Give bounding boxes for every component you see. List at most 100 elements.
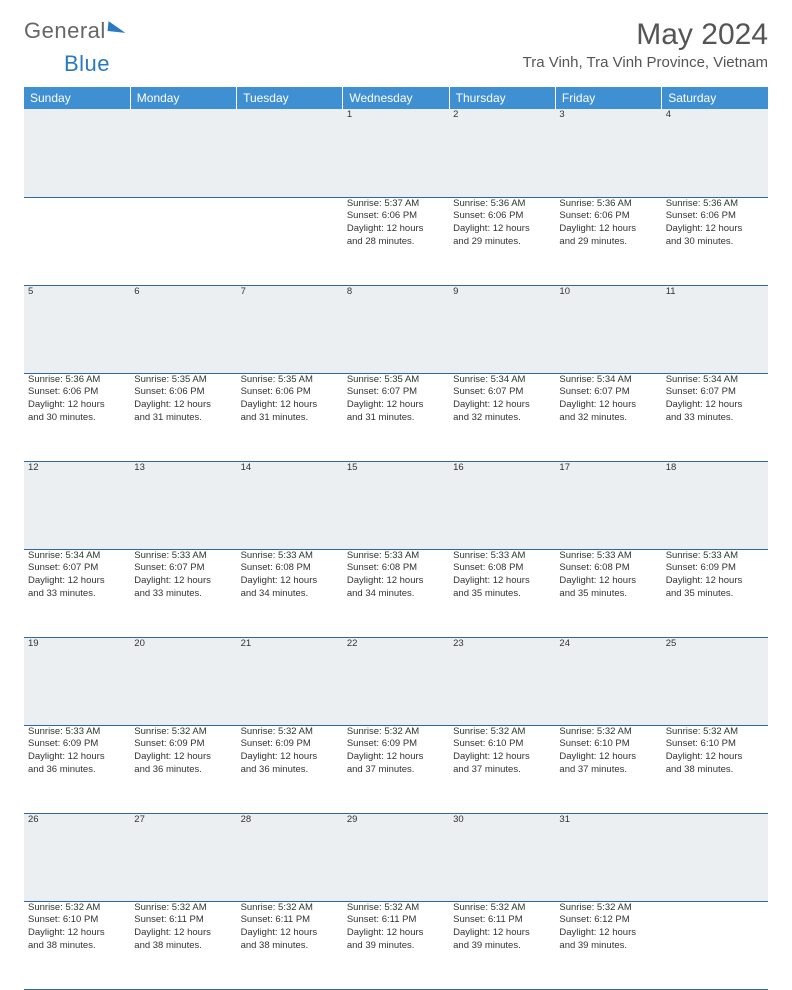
day-content-cell: Sunrise: 5:32 AMSunset: 6:11 PMDaylight:… — [449, 901, 555, 989]
day-info-line: Daylight: 12 hours — [666, 223, 764, 236]
day-number-cell — [130, 109, 236, 197]
logo-text-blue: Blue — [64, 51, 110, 77]
weekday-header: Monday — [130, 87, 236, 109]
day-info-line: and 36 minutes. — [241, 764, 339, 777]
day-info-line: Daylight: 12 hours — [134, 751, 232, 764]
day-info-line: Daylight: 12 hours — [28, 927, 126, 940]
day-info-line: Daylight: 12 hours — [559, 927, 657, 940]
day-info-line: Sunrise: 5:34 AM — [666, 374, 764, 387]
day-info-line: Daylight: 12 hours — [134, 399, 232, 412]
day-info-line: Sunset: 6:07 PM — [559, 386, 657, 399]
day-info-line: Sunrise: 5:35 AM — [241, 374, 339, 387]
day-number-cell: 7 — [237, 285, 343, 373]
day-info-line: Sunset: 6:11 PM — [347, 914, 445, 927]
day-info-line: and 39 minutes. — [347, 940, 445, 953]
day-info-line: Sunset: 6:10 PM — [453, 738, 551, 751]
day-info-line: Sunset: 6:11 PM — [453, 914, 551, 927]
logo: General — [24, 18, 126, 44]
weekday-row: SundayMondayTuesdayWednesdayThursdayFrid… — [24, 87, 768, 109]
day-number-row: 19202122232425 — [24, 637, 768, 725]
day-number-row: 262728293031 — [24, 813, 768, 901]
day-info-line: and 37 minutes. — [453, 764, 551, 777]
day-content-cell: Sunrise: 5:36 AMSunset: 6:06 PMDaylight:… — [662, 197, 768, 285]
day-info-line: Sunset: 6:08 PM — [559, 562, 657, 575]
day-content-cell: Sunrise: 5:32 AMSunset: 6:10 PMDaylight:… — [662, 725, 768, 813]
day-number-cell — [237, 109, 343, 197]
day-number-cell: 5 — [24, 285, 130, 373]
day-info-line: Sunrise: 5:36 AM — [559, 198, 657, 211]
day-info-line: and 31 minutes. — [241, 412, 339, 425]
day-info-line: Sunset: 6:08 PM — [453, 562, 551, 575]
day-info-line: Sunset: 6:09 PM — [241, 738, 339, 751]
weekday-header: Wednesday — [343, 87, 449, 109]
day-info-line: and 35 minutes. — [666, 588, 764, 601]
day-info-line: Sunset: 6:06 PM — [559, 210, 657, 223]
day-content-cell: Sunrise: 5:32 AMSunset: 6:10 PMDaylight:… — [449, 725, 555, 813]
day-content-cell: Sunrise: 5:32 AMSunset: 6:09 PMDaylight:… — [343, 725, 449, 813]
day-number-cell: 11 — [662, 285, 768, 373]
day-info-line: and 33 minutes. — [28, 588, 126, 601]
day-info-line: Daylight: 12 hours — [453, 223, 551, 236]
day-info-line: Sunrise: 5:32 AM — [134, 902, 232, 915]
day-info-line: Daylight: 12 hours — [347, 927, 445, 940]
day-info-line: Sunrise: 5:32 AM — [453, 726, 551, 739]
day-number-cell: 13 — [130, 461, 236, 549]
logo-triangle-icon — [107, 21, 126, 33]
weekday-header: Thursday — [449, 87, 555, 109]
day-content-cell: Sunrise: 5:35 AMSunset: 6:07 PMDaylight:… — [343, 373, 449, 461]
day-number-cell: 23 — [449, 637, 555, 725]
day-info-line: Daylight: 12 hours — [453, 575, 551, 588]
day-info-line: Daylight: 12 hours — [134, 927, 232, 940]
month-title: May 2024 — [523, 18, 768, 52]
location: Tra Vinh, Tra Vinh Province, Vietnam — [523, 54, 768, 71]
day-info-line: Daylight: 12 hours — [241, 575, 339, 588]
day-info-line: Sunset: 6:07 PM — [666, 386, 764, 399]
day-info-line: and 31 minutes. — [347, 412, 445, 425]
day-info-line: and 38 minutes. — [134, 940, 232, 953]
day-info-line: and 39 minutes. — [453, 940, 551, 953]
day-number-cell: 4 — [662, 109, 768, 197]
day-number-cell: 2 — [449, 109, 555, 197]
day-info-line: Sunrise: 5:36 AM — [453, 198, 551, 211]
day-info-line: Daylight: 12 hours — [28, 399, 126, 412]
day-info-line: Sunset: 6:09 PM — [134, 738, 232, 751]
day-number-cell: 9 — [449, 285, 555, 373]
calendar-body: 1234Sunrise: 5:37 AMSunset: 6:06 PMDayli… — [24, 109, 768, 989]
weekday-header: Friday — [555, 87, 661, 109]
day-info-line: Sunrise: 5:34 AM — [559, 374, 657, 387]
day-number-cell: 8 — [343, 285, 449, 373]
day-info-line: Sunset: 6:07 PM — [347, 386, 445, 399]
day-info-line: Sunset: 6:06 PM — [28, 386, 126, 399]
day-info-line: Sunrise: 5:37 AM — [347, 198, 445, 211]
day-content-cell: Sunrise: 5:32 AMSunset: 6:10 PMDaylight:… — [555, 725, 661, 813]
day-content-cell: Sunrise: 5:36 AMSunset: 6:06 PMDaylight:… — [24, 373, 130, 461]
day-info-line: Sunrise: 5:32 AM — [241, 902, 339, 915]
day-info-line: Daylight: 12 hours — [28, 575, 126, 588]
day-number-cell: 18 — [662, 461, 768, 549]
day-info-line: Sunset: 6:06 PM — [134, 386, 232, 399]
day-info-line: Daylight: 12 hours — [666, 399, 764, 412]
weekday-header: Sunday — [24, 87, 130, 109]
day-info-line: Sunset: 6:09 PM — [347, 738, 445, 751]
day-info-line: and 39 minutes. — [559, 940, 657, 953]
day-content-cell: Sunrise: 5:32 AMSunset: 6:11 PMDaylight:… — [343, 901, 449, 989]
day-info-line: and 37 minutes. — [559, 764, 657, 777]
day-info-line: Sunset: 6:09 PM — [666, 562, 764, 575]
day-number-cell: 20 — [130, 637, 236, 725]
day-info-line: Sunrise: 5:32 AM — [666, 726, 764, 739]
day-info-line: Sunrise: 5:32 AM — [559, 902, 657, 915]
day-content-cell: Sunrise: 5:36 AMSunset: 6:06 PMDaylight:… — [555, 197, 661, 285]
day-info-line: Sunrise: 5:32 AM — [134, 726, 232, 739]
day-info-line: Daylight: 12 hours — [28, 751, 126, 764]
day-info-line: and 35 minutes. — [559, 588, 657, 601]
day-info-line: and 31 minutes. — [134, 412, 232, 425]
day-info-line: and 34 minutes. — [241, 588, 339, 601]
day-info-line: Sunrise: 5:33 AM — [666, 550, 764, 563]
day-number-row: 567891011 — [24, 285, 768, 373]
day-number-cell: 30 — [449, 813, 555, 901]
day-content-row: Sunrise: 5:36 AMSunset: 6:06 PMDaylight:… — [24, 373, 768, 461]
day-number-cell: 17 — [555, 461, 661, 549]
day-content-row: Sunrise: 5:37 AM Sunset: 6:06 PM Daylight:… — [24, 197, 768, 285]
logo-text-general: General — [24, 18, 106, 44]
day-content-cell: Sunrise: 5:34 AMSunset: 6:07 PMDaylight:… — [24, 549, 130, 637]
